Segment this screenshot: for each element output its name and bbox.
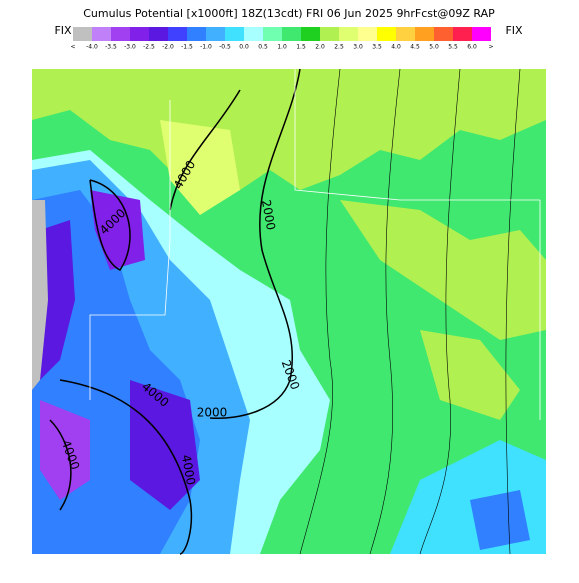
- colorbar-swatch: [358, 27, 377, 41]
- colorbar-label: 5.0: [429, 44, 439, 51]
- colorbar-label: -2.5: [143, 44, 155, 51]
- colorbar-swatch: [168, 27, 187, 41]
- colorbar-swatch: [396, 27, 415, 41]
- colorbar-swatch: [92, 27, 111, 41]
- region: [40, 400, 90, 500]
- colorbar-label: 3.0: [353, 44, 363, 51]
- colorbar-swatch: [73, 27, 92, 41]
- region: [32, 200, 48, 390]
- colorbar-label: 5.5: [448, 44, 458, 51]
- colorbar-label: 6.0: [467, 44, 477, 51]
- colorbar-label: 0.5: [258, 44, 268, 51]
- colorbar-swatch: [377, 27, 396, 41]
- region: [32, 69, 546, 200]
- contours: [49, 68, 301, 555]
- colorbar-label: -0.5: [219, 44, 231, 51]
- colorbar-swatch: [187, 27, 206, 41]
- colorbar-swatch: [282, 27, 301, 41]
- colorbar-label: -3.0: [124, 44, 136, 51]
- colorbar-swatch: [244, 27, 263, 41]
- colorbar-swatch: [339, 27, 358, 41]
- colorbar-swatch: [111, 27, 130, 41]
- contour-label: 4000: [179, 454, 198, 487]
- map: [32, 68, 546, 555]
- colorbar-label: 2.0: [315, 44, 325, 51]
- colorbar-label: 4.0: [391, 44, 401, 51]
- colorbar-label: >: [488, 44, 493, 51]
- colorbar-swatch: [263, 27, 282, 41]
- fix-right: FIX: [505, 24, 523, 37]
- colorbar-label: -1.5: [181, 44, 193, 51]
- colorbar-label: <: [70, 44, 75, 51]
- contours-thin: [299, 68, 521, 555]
- borders: [89, 69, 541, 420]
- colorbar-label: 1.0: [277, 44, 287, 51]
- colorbar-swatch: [320, 27, 339, 41]
- colorbar-swatch: [472, 27, 491, 41]
- colorbar-label: -1.0: [200, 44, 212, 51]
- title: Cumulus Potential [x1000ft] 18Z(13cdt) F…: [83, 7, 495, 20]
- colorbar-swatch: [301, 27, 320, 41]
- colorbar-swatch: [149, 27, 168, 41]
- colorbar-swatch: [206, 27, 225, 41]
- colorbar-label: 4.5: [410, 44, 420, 51]
- region: [160, 120, 240, 215]
- region: [40, 220, 75, 380]
- colorbar-label: 0.0: [239, 44, 249, 51]
- colorbar-label: 3.5: [372, 44, 382, 51]
- colorbar-swatch: [225, 27, 244, 41]
- colorbar-label: -3.5: [105, 44, 117, 51]
- colorbar-swatch: [453, 27, 472, 41]
- fix-left: FIX: [54, 24, 72, 37]
- region: [340, 200, 546, 340]
- contour-label: 2000: [259, 199, 278, 232]
- region: [470, 490, 530, 550]
- region: [420, 330, 520, 420]
- contour-label: 2000: [197, 406, 228, 420]
- colorbar-swatch: [130, 27, 149, 41]
- colorbar-swatch: [415, 27, 434, 41]
- colorbar-label: -4.0: [86, 44, 98, 51]
- colorbar-label: -2.0: [162, 44, 174, 51]
- colorbar: < -4.0 -3.5 -3.0 -2.5 -2.0 -1.5 -1.0 -0.5 0.0 0.5 1…: [70, 27, 494, 51]
- colorbar-label: 2.5: [334, 44, 344, 51]
- colorbar-swatch: [434, 27, 453, 41]
- colorbar-label: 1.5: [296, 44, 306, 51]
